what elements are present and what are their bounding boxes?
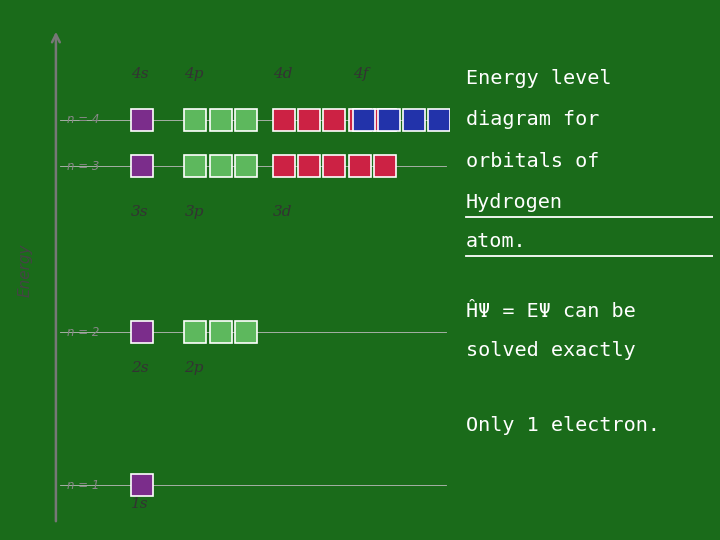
Bar — [210, 321, 232, 343]
Bar — [131, 474, 153, 496]
Bar — [184, 109, 207, 131]
Text: Only 1 electron.: Only 1 electron. — [466, 416, 660, 435]
Bar — [353, 109, 374, 131]
Bar — [403, 109, 426, 131]
Bar — [131, 109, 153, 131]
Bar — [131, 321, 153, 343]
Text: orbitals of: orbitals of — [466, 152, 599, 171]
Text: 4d: 4d — [273, 67, 292, 81]
Bar — [374, 109, 396, 131]
Bar — [348, 156, 371, 177]
Bar — [323, 156, 346, 177]
Text: 3s: 3s — [131, 205, 149, 219]
Bar — [348, 109, 371, 131]
Text: n = 2: n = 2 — [67, 326, 99, 339]
Bar — [454, 109, 476, 131]
Text: 2p: 2p — [184, 361, 204, 375]
Bar — [235, 321, 257, 343]
Text: solved exactly: solved exactly — [466, 341, 636, 360]
Text: atom.: atom. — [466, 232, 526, 251]
Bar — [184, 156, 207, 177]
Bar — [374, 156, 396, 177]
Text: 1s: 1s — [131, 497, 149, 511]
Text: Energy level: Energy level — [466, 69, 611, 87]
Text: 4p: 4p — [184, 67, 204, 81]
Bar — [298, 109, 320, 131]
Bar — [273, 109, 295, 131]
Text: n = 4: n = 4 — [67, 113, 99, 126]
Text: 4s: 4s — [131, 67, 149, 81]
Bar — [235, 109, 257, 131]
Text: diagram for: diagram for — [466, 110, 599, 129]
Text: 4f: 4f — [353, 67, 368, 81]
Bar — [235, 156, 257, 177]
Bar — [210, 156, 232, 177]
Bar — [273, 156, 295, 177]
Bar — [131, 156, 153, 177]
Text: 2s: 2s — [131, 361, 149, 375]
Bar — [184, 321, 207, 343]
Text: 3p: 3p — [184, 205, 204, 219]
Bar — [479, 109, 501, 131]
Bar — [298, 156, 320, 177]
Text: ĤΨ = EΨ can be: ĤΨ = EΨ can be — [466, 302, 636, 321]
Bar — [210, 109, 232, 131]
Text: n = 1: n = 1 — [67, 478, 99, 491]
Text: n = 3: n = 3 — [67, 160, 99, 173]
Bar — [378, 109, 400, 131]
Bar — [504, 109, 526, 131]
Text: Energy: Energy — [18, 243, 32, 297]
Bar — [428, 109, 451, 131]
Text: 3d: 3d — [273, 205, 292, 219]
Text: Hydrogen: Hydrogen — [466, 193, 563, 212]
Bar — [323, 109, 346, 131]
